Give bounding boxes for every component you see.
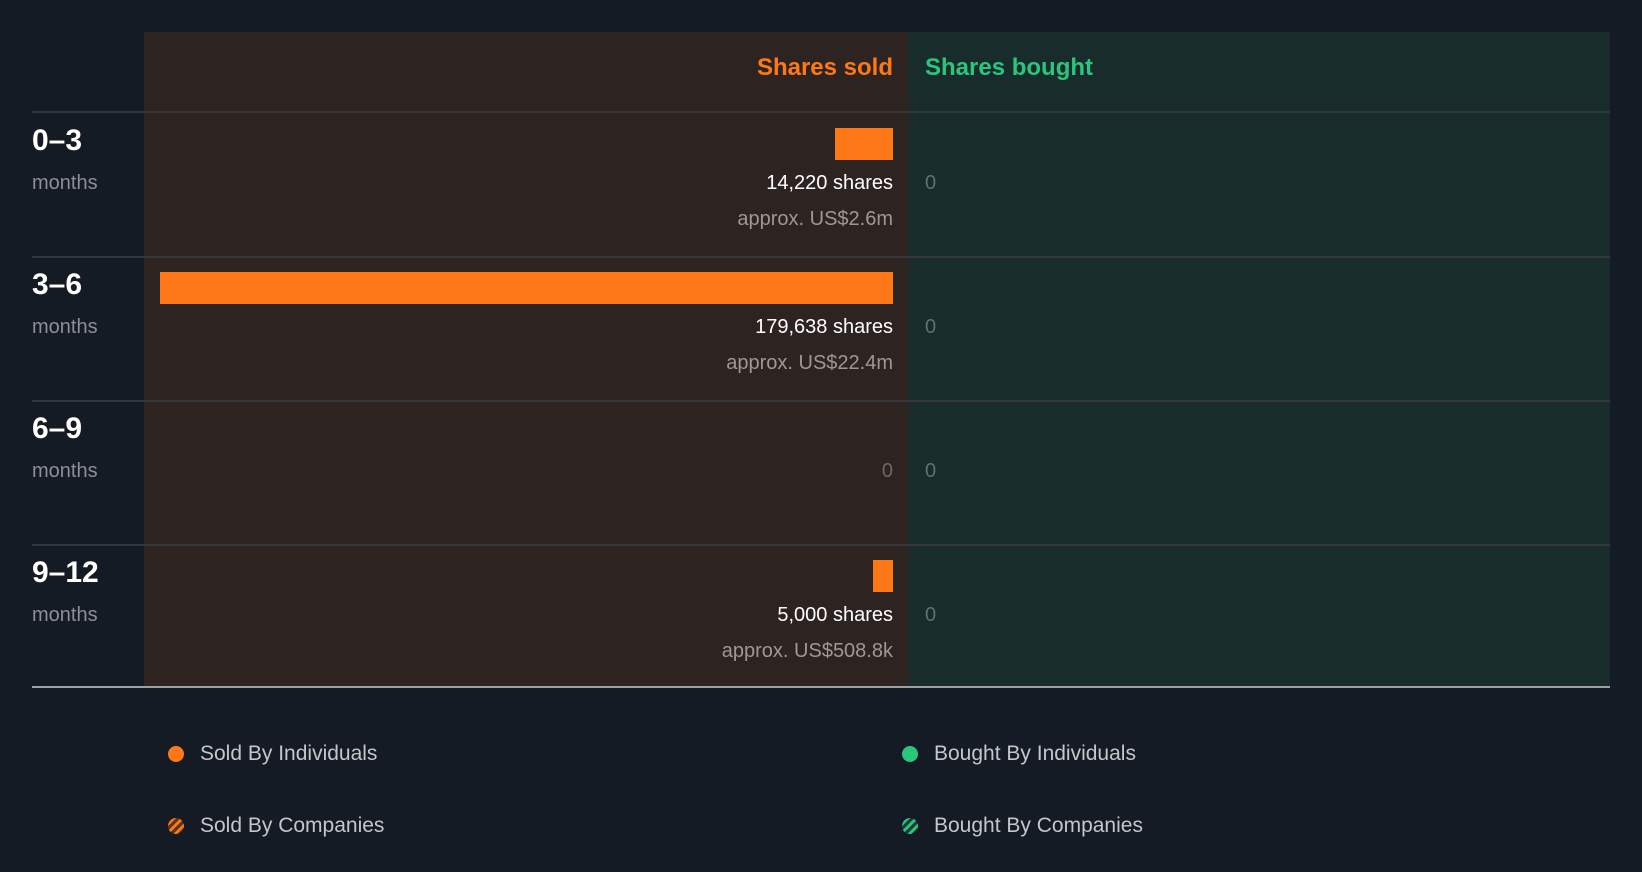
shares-sold-header: Shares sold — [756, 54, 893, 81]
period-unit: months — [32, 604, 98, 626]
axis-baseline — [32, 686, 1610, 688]
legend-sold-individuals[interactable]: Sold By Individuals — [168, 742, 377, 766]
period-row-9-12: 9–12 months 5,000 shares approx. US$508.… — [0, 544, 1642, 688]
legend-bought-individuals[interactable]: Bought By Individuals — [902, 742, 1136, 766]
divider — [32, 400, 1610, 402]
period-label: 3–6 — [32, 268, 83, 301]
period-label: 9–12 — [32, 556, 99, 589]
divider — [32, 111, 1610, 113]
sold-value: approx. US$22.4m — [726, 352, 893, 374]
legend-label: Bought By Companies — [934, 814, 1143, 837]
legend-sold-companies[interactable]: Sold By Companies — [168, 814, 384, 838]
sold-shares-count: 14,220 shares — [766, 172, 893, 194]
period-row-3-6: 3–6 months 179,638 shares approx. US$22.… — [0, 256, 1642, 400]
bought-value: 0 — [925, 460, 937, 482]
bought-value: 0 — [925, 604, 937, 626]
divider — [32, 544, 1610, 546]
striped-circle-icon — [168, 818, 184, 834]
sold-bar[interactable] — [160, 272, 893, 304]
legend-label: Sold By Individuals — [200, 742, 378, 765]
shares-sold-panel — [144, 32, 909, 687]
solid-circle-icon — [168, 746, 184, 762]
period-unit: months — [32, 460, 98, 482]
period-unit: months — [32, 172, 98, 194]
sold-value: approx. US$508.8k — [721, 640, 893, 662]
period-row-0-3: 0–3 months 14,220 shares approx. US$2.6m… — [0, 112, 1642, 256]
shares-bought-header: Shares bought — [925, 54, 1094, 81]
divider — [32, 256, 1610, 258]
legend-bought-companies[interactable]: Bought By Companies — [902, 814, 1143, 838]
period-row-6-9: 6–9 months 0 0 — [0, 400, 1642, 544]
period-unit: months — [32, 316, 98, 338]
period-label: 0–3 — [32, 124, 83, 157]
sold-bar[interactable] — [873, 560, 893, 592]
legend-label: Sold By Companies — [200, 814, 385, 837]
sold-value: approx. US$2.6m — [737, 208, 893, 230]
sold-shares-count: 5,000 shares — [777, 604, 893, 626]
striped-circle-icon — [902, 818, 918, 834]
sold-shares-count: 179,638 shares — [755, 316, 893, 338]
sold-value: 0 — [881, 460, 893, 482]
shares-bought-panel — [909, 32, 1610, 687]
bought-value: 0 — [925, 316, 937, 338]
sold-bar[interactable] — [835, 128, 893, 160]
period-label: 6–9 — [32, 412, 83, 445]
legend-label: Bought By Individuals — [934, 742, 1136, 765]
solid-circle-icon — [902, 746, 918, 762]
bought-value: 0 — [925, 172, 937, 194]
